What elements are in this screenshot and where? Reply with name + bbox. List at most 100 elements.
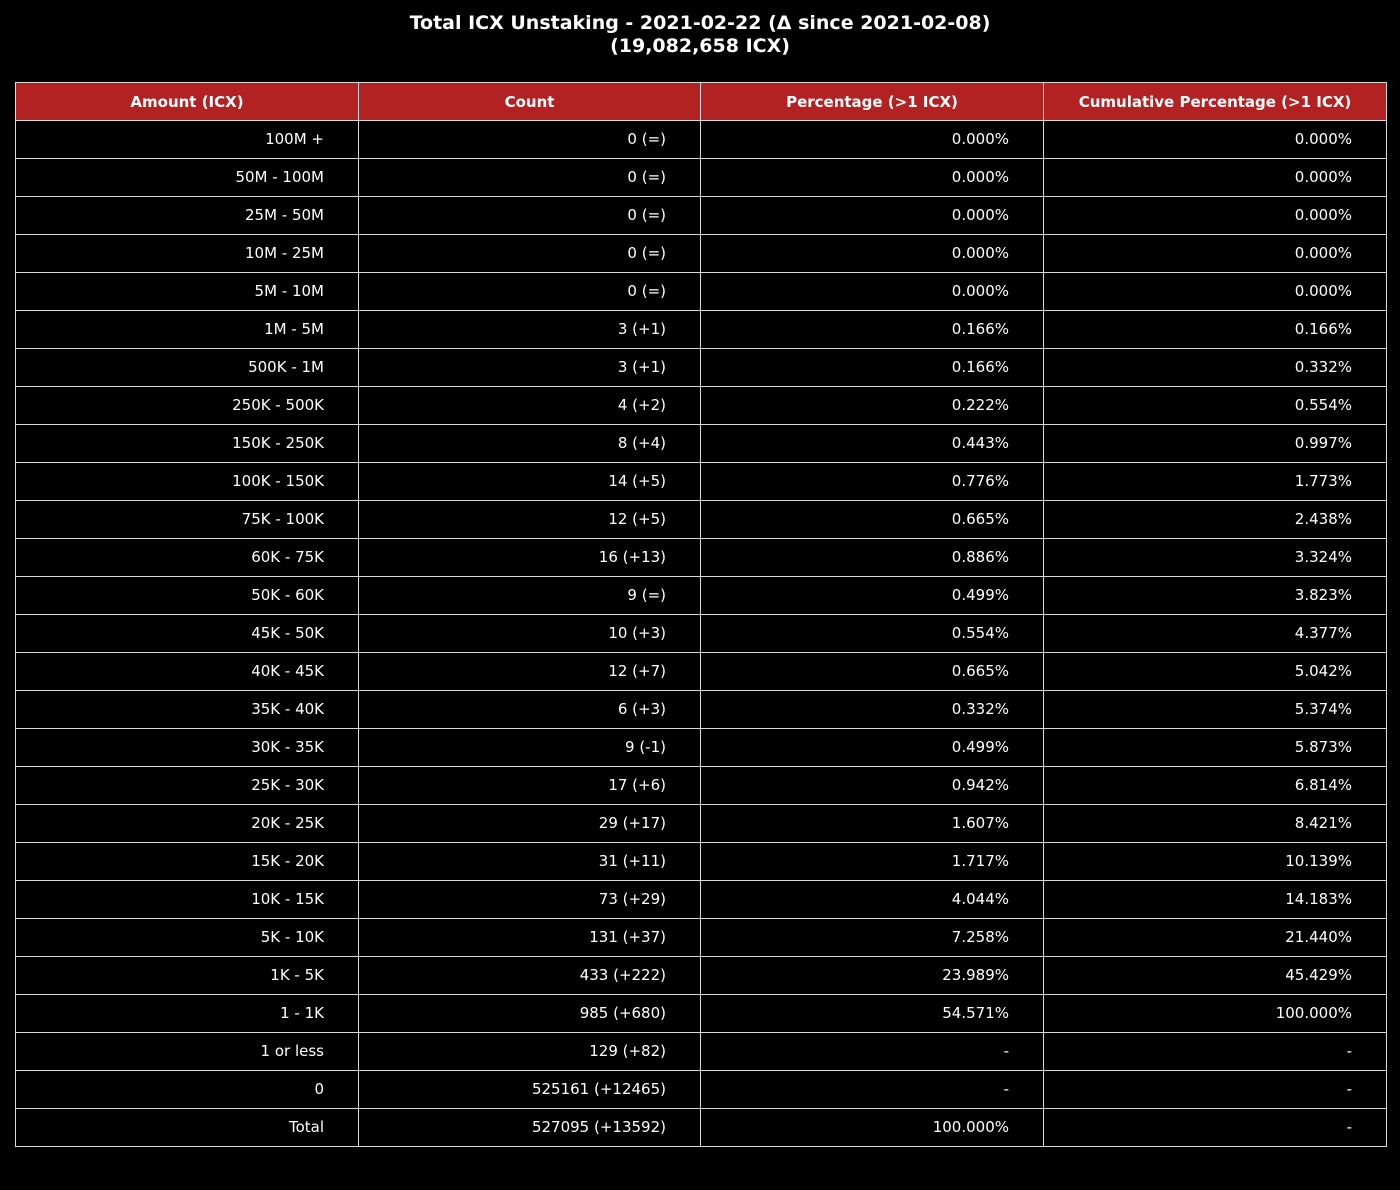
count-cell: 3 (+1)	[358, 310, 701, 349]
percentage-cell: 0.000%	[700, 234, 1044, 273]
amount-cell: 25M - 50M	[15, 196, 359, 235]
table-row: 1M - 5M 3 (+1) 0.166% 0.166%	[15, 310, 1387, 349]
amount-cell: 35K - 40K	[15, 690, 359, 729]
count-cell: 9 (=)	[358, 576, 701, 615]
table-row: 25K - 30K 17 (+6) 0.942% 6.814%	[15, 766, 1387, 805]
cumulative-percentage-cell: 3.324%	[1043, 538, 1387, 577]
table-row: 1 - 1K 985 (+680) 54.571% 100.000%	[15, 994, 1387, 1033]
count-cell: 0 (=)	[358, 272, 701, 311]
percentage-cell: 0.166%	[700, 348, 1044, 387]
amount-cell: 5K - 10K	[15, 918, 359, 957]
table-row: 100K - 150K 14 (+5) 0.776% 1.773%	[15, 462, 1387, 501]
table-row: 10M - 25M 0 (=) 0.000% 0.000%	[15, 234, 1387, 273]
amount-cell: 60K - 75K	[15, 538, 359, 577]
percentage-cell: 0.886%	[700, 538, 1044, 577]
unstaking-table: Amount (ICX) Count Percentage (>1 ICX) C…	[15, 82, 1387, 1147]
count-cell: 985 (+680)	[358, 994, 701, 1033]
count-cell: 527095 (+13592)	[358, 1108, 701, 1147]
amount-cell: 500K - 1M	[15, 348, 359, 387]
cumulative-percentage-cell: 0.554%	[1043, 386, 1387, 425]
table-row: 50M - 100M 0 (=) 0.000% 0.000%	[15, 158, 1387, 197]
table-row: 5M - 10M 0 (=) 0.000% 0.000%	[15, 272, 1387, 311]
table-row: 1 or less 129 (+82) - -	[15, 1032, 1387, 1071]
table-body: 100M +0 (=) 0.000% 0.000% 50M - 100M 0 (=) 0.…	[15, 120, 1387, 1147]
amount-cell: 75K - 100K	[15, 500, 359, 539]
percentage-cell: 0.000%	[700, 196, 1044, 235]
count-cell: 0 (=)	[358, 158, 701, 197]
table-row: 30K - 35K 9 (-1) 0.499% 5.873%	[15, 728, 1387, 767]
table-row: 10K - 15K 73 (+29) 4.044% 14.183%	[15, 880, 1387, 919]
cumulative-percentage-cell: 0.000%	[1043, 272, 1387, 311]
percentage-cell: 1.717%	[700, 842, 1044, 881]
amount-cell: 1K - 5K	[15, 956, 359, 995]
count-cell: 3 (+1)	[358, 348, 701, 387]
count-cell: 131 (+37)	[358, 918, 701, 957]
amount-cell: 10M - 25M	[15, 234, 359, 273]
header-count: Count	[358, 82, 701, 121]
percentage-cell: 0.332%	[700, 690, 1044, 729]
count-cell: 73 (+29)	[358, 880, 701, 919]
chart-title-line-2: (19,082,658 ICX)	[610, 35, 790, 57]
count-cell: 525161 (+12465)	[358, 1070, 701, 1109]
percentage-cell: 1.607%	[700, 804, 1044, 843]
percentage-cell: 0.499%	[700, 576, 1044, 615]
cumulative-percentage-cell: -	[1043, 1070, 1387, 1109]
count-cell: 14 (+5)	[358, 462, 701, 501]
percentage-cell: 0.665%	[700, 652, 1044, 691]
count-cell: 9 (-1)	[358, 728, 701, 767]
cumulative-percentage-cell: 5.873%	[1043, 728, 1387, 767]
amount-cell: 50K - 60K	[15, 576, 359, 615]
percentage-cell: 7.258%	[700, 918, 1044, 957]
table-row: 150K - 250K 8 (+4) 0.443% 0.997%	[15, 424, 1387, 463]
amount-cell: 20K - 25K	[15, 804, 359, 843]
amount-cell: 45K - 50K	[15, 614, 359, 653]
percentage-cell: 100.000%	[700, 1108, 1044, 1147]
amount-cell: 100K - 150K	[15, 462, 359, 501]
cumulative-percentage-cell: 10.139%	[1043, 842, 1387, 881]
cumulative-percentage-cell: 8.421%	[1043, 804, 1387, 843]
percentage-cell: 0.443%	[700, 424, 1044, 463]
percentage-cell: 0.166%	[700, 310, 1044, 349]
percentage-cell: 0.000%	[700, 120, 1044, 159]
amount-cell: Total	[15, 1108, 359, 1147]
amount-cell: 25K - 30K	[15, 766, 359, 805]
cumulative-percentage-cell: 3.823%	[1043, 576, 1387, 615]
cumulative-percentage-cell: 0.000%	[1043, 158, 1387, 197]
cumulative-percentage-cell: 14.183%	[1043, 880, 1387, 919]
amount-cell: 10K - 15K	[15, 880, 359, 919]
amount-cell: 1M - 5M	[15, 310, 359, 349]
count-cell: 4 (+2)	[358, 386, 701, 425]
count-cell: 0 (=)	[358, 196, 701, 235]
cumulative-percentage-cell: 6.814%	[1043, 766, 1387, 805]
percentage-cell: 23.989%	[700, 956, 1044, 995]
cumulative-percentage-cell: 5.042%	[1043, 652, 1387, 691]
count-cell: 10 (+3)	[358, 614, 701, 653]
percentage-cell: 0.942%	[700, 766, 1044, 805]
table-row: 20K - 25K 29 (+17) 1.607% 8.421%	[15, 804, 1387, 843]
percentage-cell: 0.776%	[700, 462, 1044, 501]
count-cell: 0 (=)	[358, 120, 701, 159]
header-cumulative-percentage: Cumulative Percentage (>1 ICX)	[1043, 82, 1387, 121]
cumulative-percentage-cell: 21.440%	[1043, 918, 1387, 957]
count-cell: 129 (+82)	[358, 1032, 701, 1071]
table-row: 50K - 60K 9 (=) 0.499% 3.823%	[15, 576, 1387, 615]
amount-cell: 150K - 250K	[15, 424, 359, 463]
count-cell: 12 (+5)	[358, 500, 701, 539]
count-cell: 433 (+222)	[358, 956, 701, 995]
percentage-cell: 4.044%	[700, 880, 1044, 919]
table-row: 45K - 50K 10 (+3) 0.554% 4.377%	[15, 614, 1387, 653]
count-cell: 6 (+3)	[358, 690, 701, 729]
cumulative-percentage-cell: -	[1043, 1108, 1387, 1147]
cumulative-percentage-cell: 0.000%	[1043, 196, 1387, 235]
cumulative-percentage-cell: 0.000%	[1043, 234, 1387, 273]
percentage-cell: 0.000%	[700, 158, 1044, 197]
amount-cell: 250K - 500K	[15, 386, 359, 425]
table-row: Total 527095 (+13592) 100.000% -	[15, 1108, 1387, 1147]
cumulative-percentage-cell: 0.997%	[1043, 424, 1387, 463]
percentage-cell: 0.665%	[700, 500, 1044, 539]
chart-title: Total ICX Unstaking - 2021-02-22 (Δ sinc…	[0, 12, 1400, 58]
cumulative-percentage-cell: 1.773%	[1043, 462, 1387, 501]
table-row: 250K - 500K 4 (+2) 0.222% 0.554%	[15, 386, 1387, 425]
amount-cell: 0	[15, 1070, 359, 1109]
chart-title-line-1: Total ICX Unstaking - 2021-02-22 (Δ sinc…	[409, 12, 991, 34]
